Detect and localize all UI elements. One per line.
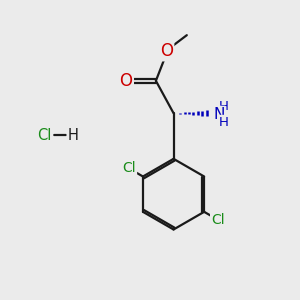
Text: Cl: Cl (38, 128, 52, 143)
Text: H: H (218, 100, 228, 113)
Text: O: O (160, 42, 173, 60)
Text: H: H (68, 128, 79, 143)
Text: H: H (218, 116, 228, 129)
Text: N: N (213, 107, 225, 122)
Text: O: O (119, 72, 132, 90)
Text: Cl: Cl (122, 161, 136, 176)
Text: Cl: Cl (212, 213, 225, 227)
